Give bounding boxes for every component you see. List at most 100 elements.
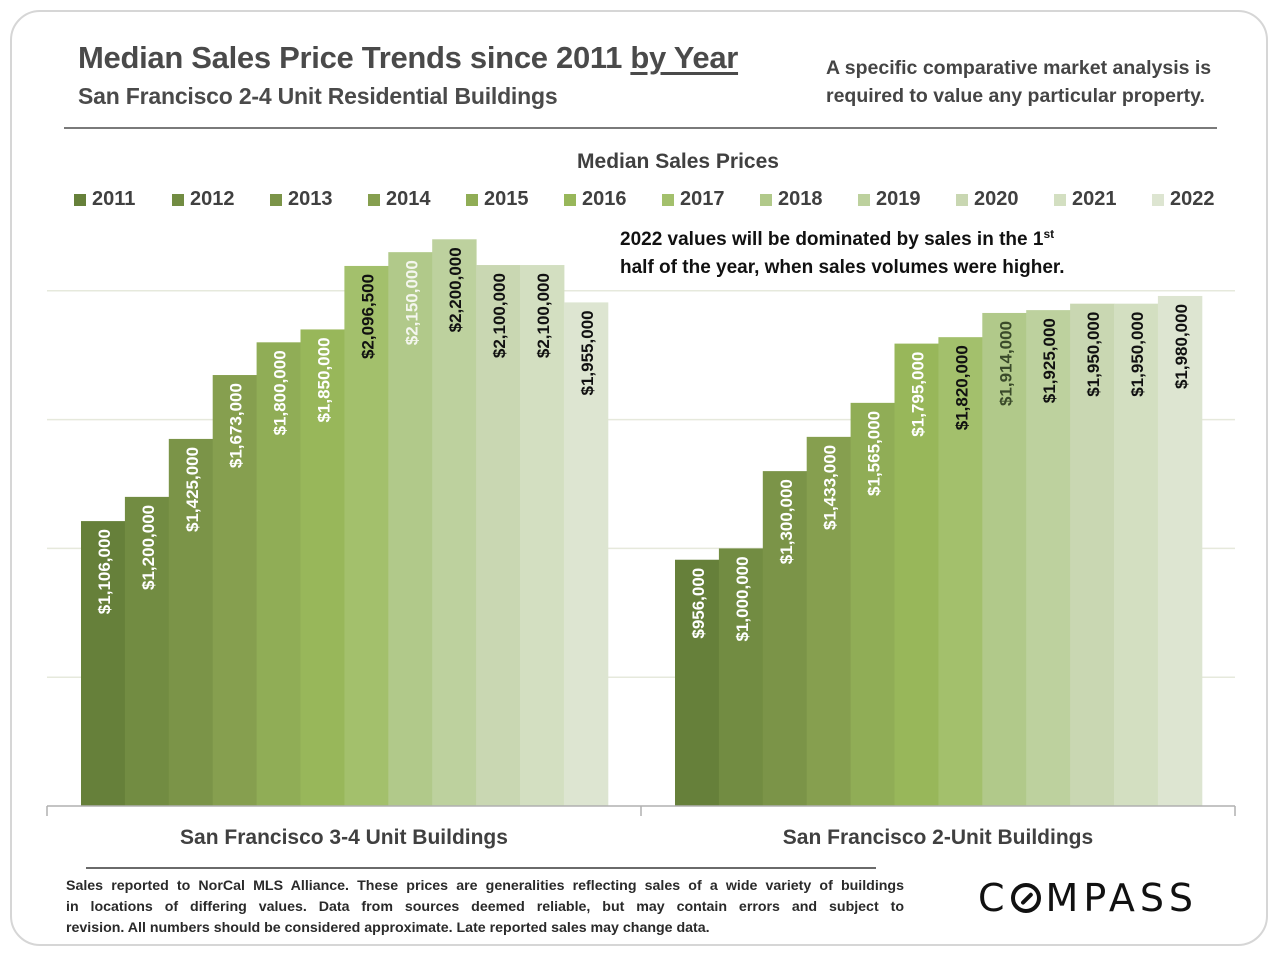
legend-label: 2011 (92, 188, 136, 210)
chart-legend: 2011 2012 2013 2014 2015 2016 2017 2018 2019 2020… (74, 188, 1234, 214)
header-divider (64, 127, 1217, 129)
category-label-2-unit: San Francisco 2-Unit Buildings (782, 826, 1094, 849)
page-title: Median Sales Price Trends since 2011 by … (78, 40, 738, 76)
data-label: $2,100,000 (490, 273, 509, 358)
data-label: $1,300,000 (777, 479, 796, 564)
data-label: $2,100,000 (534, 273, 553, 358)
legend-item-2019: 2019 (858, 188, 921, 211)
footnote-line: in locations of differing values. Data f… (66, 899, 904, 915)
compass-logo: C MPASS (978, 876, 1198, 920)
data-label: $1,955,000 (578, 310, 597, 395)
bar-2022-2-unit (1157, 295, 1203, 806)
annotation-sup: st (1043, 227, 1055, 241)
data-label: $1,000,000 (733, 556, 752, 641)
legend-label: 2013 (288, 188, 333, 210)
data-label: $1,800,000 (271, 350, 290, 435)
bar-2016-3-4-unit (300, 329, 345, 806)
data-label: $1,980,000 (1172, 304, 1191, 389)
bar-2017-2-unit (938, 337, 983, 806)
bar-2019-2-unit (1026, 310, 1071, 806)
legend-label: 2022 (1170, 188, 1215, 210)
data-label: $1,820,000 (952, 345, 971, 430)
bar-2022-3-4-unit (563, 302, 609, 806)
legend-item-2017: 2017 (662, 188, 725, 211)
data-label: $1,950,000 (1084, 312, 1103, 397)
bar-2020-2-unit (1070, 303, 1115, 806)
legend-label: 2014 (386, 188, 431, 210)
disclaimer-text: A specific comparative market analysis i… (826, 57, 1212, 107)
legend-item-2013: 2013 (270, 188, 333, 211)
data-label: $1,106,000 (95, 529, 114, 614)
bar-2018-2-unit (982, 312, 1027, 806)
bar-2021-2-unit (1114, 303, 1159, 806)
legend-label: 2016 (582, 188, 627, 210)
legend-item-2020: 2020 (956, 188, 1019, 211)
data-label: $1,433,000 (821, 445, 840, 530)
data-label: $1,850,000 (314, 337, 333, 422)
bar-2012-2-unit (718, 548, 764, 806)
annotation-line2: half of the year, when sales volumes wer… (620, 257, 1065, 278)
footnote-line: Sales reported to NorCal MLS Alliance. T… (66, 878, 904, 894)
data-label: $1,200,000 (139, 505, 158, 590)
compass-needle-icon (1010, 883, 1041, 913)
legend-item-2014: 2014 (368, 188, 431, 211)
bar-2017-3-4-unit (344, 265, 389, 806)
bar-2018-3-4-unit (388, 252, 433, 806)
legend-label: 2018 (778, 188, 823, 210)
category-label-3-4-unit: San Francisco 3-4 Unit Buildings (180, 826, 508, 849)
bar-2015-2-unit (850, 402, 895, 806)
legend-item-2015: 2015 (466, 188, 529, 211)
data-label: $1,795,000 (908, 352, 927, 437)
legend-swatch (368, 193, 380, 206)
legend-item-2022: 2022 (1152, 188, 1215, 211)
legend-swatch (662, 193, 674, 206)
bar-2016-2-unit (894, 343, 939, 806)
data-label: $956,000 (689, 568, 708, 639)
bar-2013-3-4-unit (168, 438, 214, 806)
bar-2012-3-4-unit (124, 496, 170, 806)
legend-label: 2020 (974, 188, 1019, 210)
legend-label: 2012 (190, 188, 235, 210)
bar-2014-3-4-unit (212, 375, 258, 806)
data-label: $1,425,000 (183, 447, 202, 532)
legend-swatch (74, 193, 86, 206)
data-label: $1,950,000 (1128, 312, 1147, 397)
bar-2014-2-unit (806, 436, 852, 806)
data-label: $1,565,000 (865, 411, 884, 496)
legend-swatch (1054, 193, 1066, 206)
data-label: $1,673,000 (227, 383, 246, 468)
legend-swatch (1152, 193, 1164, 206)
data-label: $2,200,000 (446, 247, 465, 332)
legend-label: 2021 (1072, 188, 1117, 210)
legend-label: 2015 (484, 188, 529, 210)
legend-item-2021: 2021 (1054, 188, 1117, 211)
chart-title: Median Sales Prices (577, 150, 779, 173)
title-text: Median Sales Price Trends since 2011 (78, 40, 631, 75)
logo-text-start: C (978, 876, 1010, 920)
data-label: $2,150,000 (402, 260, 421, 345)
bar-2011-3-4-unit (81, 521, 126, 806)
annotation-line1: 2022 values will be dominated by sales i… (620, 229, 1044, 250)
data-label: $1,914,000 (996, 321, 1015, 406)
footnote-line: revision. All numbers should be consider… (66, 920, 710, 936)
legend-label: 2017 (680, 188, 725, 210)
legend-swatch (466, 193, 478, 206)
legend-item-2016: 2016 (564, 188, 627, 211)
legend-item-2018: 2018 (760, 188, 823, 211)
bar-2020-3-4-unit (476, 265, 521, 806)
data-label: $1,925,000 (1040, 318, 1059, 403)
legend-swatch (270, 193, 282, 206)
legend-swatch (564, 193, 576, 206)
legend-swatch (956, 193, 968, 206)
footer-divider (86, 867, 876, 869)
footnote: Sales reported to NorCal MLS Alliance. T… (66, 876, 904, 939)
data-label: $2,096,500 (358, 274, 377, 359)
bar-2015-3-4-unit (256, 342, 301, 806)
legend-swatch (172, 193, 184, 206)
legend-item-2012: 2012 (172, 188, 235, 211)
title-emphasis: by Year (630, 40, 739, 75)
page-subtitle: San Francisco 2-4 Unit Residential Build… (78, 83, 558, 109)
logo-text-end: MPASS (1045, 876, 1199, 920)
annotation-note: 2022 values will be dominated by sales i… (620, 226, 1065, 282)
